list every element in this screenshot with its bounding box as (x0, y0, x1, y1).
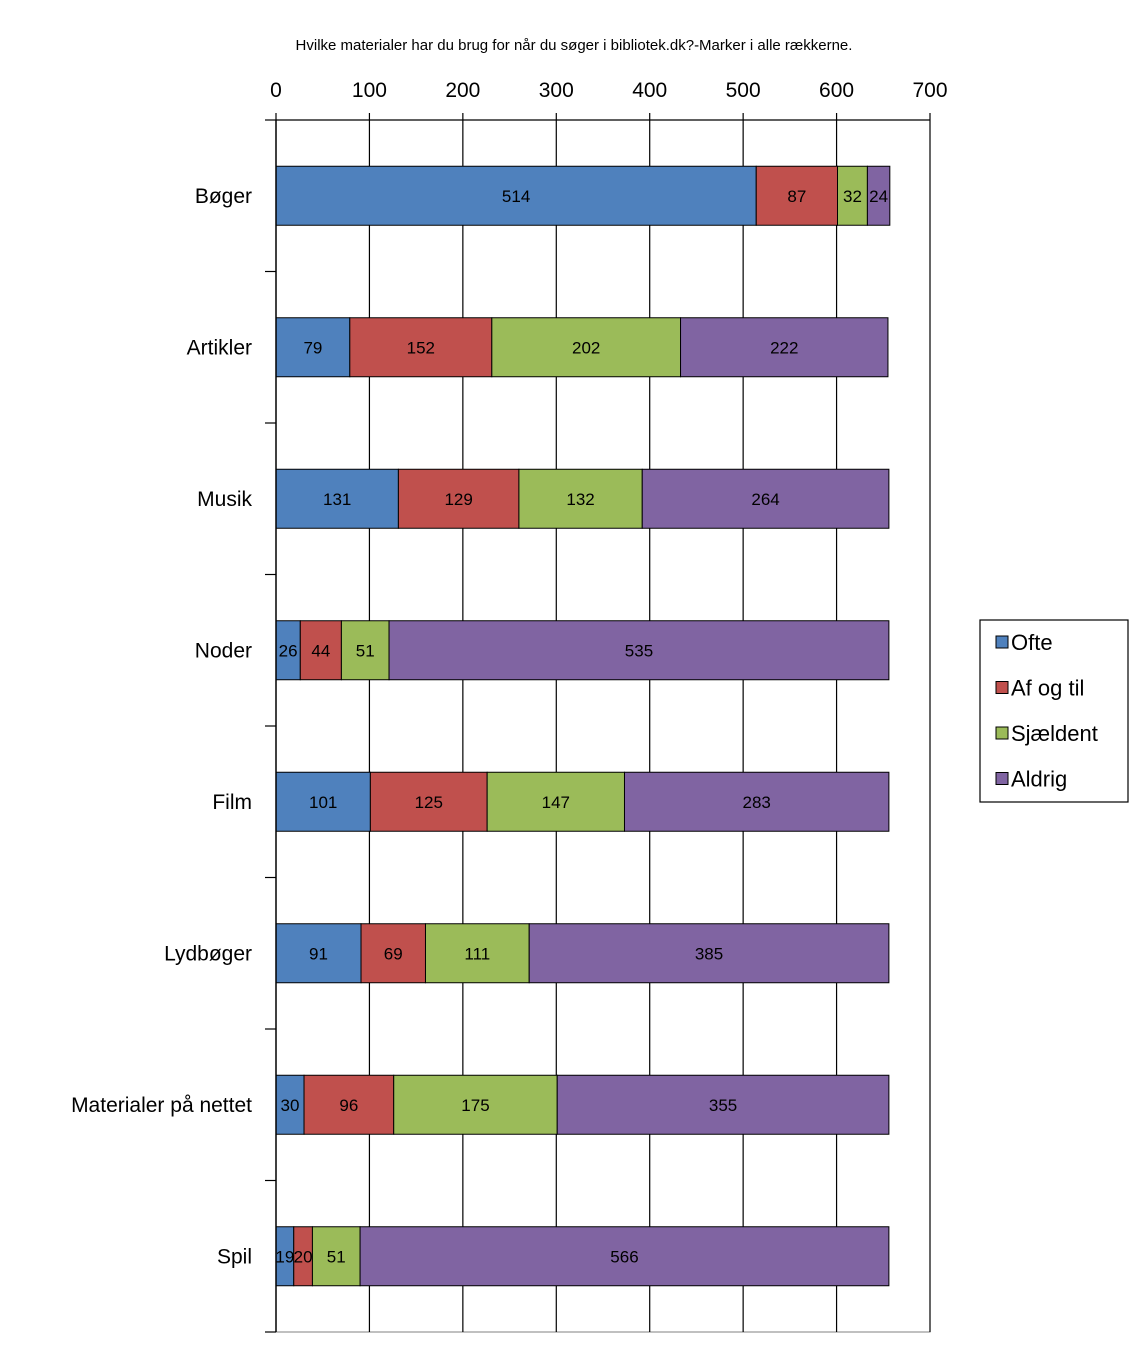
x-tick-label: 600 (819, 79, 854, 102)
x-tick-label: 700 (912, 79, 947, 102)
data-label: 79 (303, 338, 322, 357)
bar-segment (349, 317, 493, 378)
bar-segment (340, 620, 390, 681)
data-label: 566 (610, 1247, 638, 1266)
category-label: Lydbøger (164, 942, 252, 965)
data-label: 355 (709, 1096, 737, 1115)
data-label: 132 (566, 490, 594, 509)
bar-segment (556, 1074, 890, 1135)
data-label: 129 (444, 490, 472, 509)
data-label: 26 (279, 641, 298, 660)
data-label: 24 (869, 187, 888, 206)
data-label: 152 (407, 338, 435, 357)
bar-segment (393, 1074, 558, 1135)
chart-title: Hvilke materialer har du brug for når du… (296, 37, 853, 54)
bar-segment (866, 165, 891, 226)
data-label: 385 (695, 944, 723, 963)
bar-segment (388, 620, 890, 681)
data-label: 87 (787, 187, 806, 206)
bar-segment (299, 620, 342, 681)
x-tick-label: 500 (726, 79, 761, 102)
data-label: 514 (502, 187, 530, 206)
data-label: 535 (625, 641, 653, 660)
bar-segment (311, 1226, 361, 1287)
data-label: 264 (751, 490, 779, 509)
legend-swatch (995, 772, 1009, 785)
data-label: 19 (275, 1247, 294, 1266)
bar-segment (275, 1074, 305, 1135)
data-label: 147 (542, 793, 570, 812)
category-label: Film (212, 791, 252, 814)
legend-swatch (995, 635, 1009, 649)
legend-label: Sjældent (1011, 721, 1098, 746)
data-label: 51 (356, 641, 375, 660)
category-label: Noder (195, 639, 252, 662)
category-label: Musik (197, 488, 252, 511)
legend-label: Ofte (1011, 630, 1053, 655)
data-label: 96 (339, 1096, 358, 1115)
bar-segment (528, 923, 890, 984)
axes: 0 100 200 300 400 500 600 700 Bøger Artikler Musik… (71, 79, 948, 1333)
legend-box (979, 619, 1129, 803)
legend: Ofte Af og til Sjældent Aldrig (979, 619, 1129, 803)
bar-segment (491, 317, 682, 378)
bar-segment (275, 317, 351, 378)
data-label: 101 (309, 793, 337, 812)
data-label: 125 (415, 793, 443, 812)
bar-segment (275, 771, 371, 832)
category-label: Materialer på nettet (71, 1094, 252, 1117)
bar-segment (680, 317, 889, 378)
data-label: 51 (327, 1247, 346, 1266)
legend-label: Aldrig (1011, 767, 1067, 792)
bar-segment (275, 923, 362, 984)
data-label: 131 (323, 490, 351, 509)
x-tick-label: 200 (445, 79, 480, 102)
data-label: 69 (384, 944, 403, 963)
legend-swatch (995, 681, 1009, 694)
bar-segment (359, 1226, 890, 1287)
bar-segment (755, 165, 839, 226)
bar-segment (303, 1074, 395, 1135)
data-label: 91 (309, 944, 328, 963)
bars: 514 87 32 24 79 152 202 222 131 129 132 264 26 44 51 53… (275, 165, 891, 1287)
legend-label: Af og til (1011, 676, 1084, 701)
data-label: 111 (464, 944, 490, 963)
bar-segment (641, 468, 890, 529)
bar-segment (369, 771, 488, 832)
data-label: 20 (294, 1247, 313, 1266)
x-tick-label: 0 (270, 79, 282, 102)
bar-segment (623, 771, 890, 832)
category-label: Artikler (187, 336, 252, 359)
plot-area (275, 119, 931, 1333)
bar-segment (424, 923, 530, 984)
data-label: 283 (743, 793, 771, 812)
data-label: 202 (572, 338, 600, 357)
bar-segment (397, 468, 520, 529)
bar-segment (486, 771, 625, 832)
bar-segment (518, 468, 643, 529)
category-label: Spil (217, 1245, 252, 1268)
x-tick-label: 400 (632, 79, 667, 102)
bar-segment (360, 923, 426, 984)
bar-segment (837, 165, 868, 226)
x-tick-label: 100 (352, 79, 387, 102)
data-label: 44 (311, 641, 330, 660)
data-label: 222 (770, 338, 798, 357)
data-label: 175 (461, 1096, 489, 1115)
x-tick-label: 300 (539, 79, 574, 102)
category-label: Bøger (195, 185, 252, 208)
data-label: 30 (281, 1096, 300, 1115)
legend-swatch (995, 726, 1009, 740)
data-label: 32 (843, 187, 862, 206)
